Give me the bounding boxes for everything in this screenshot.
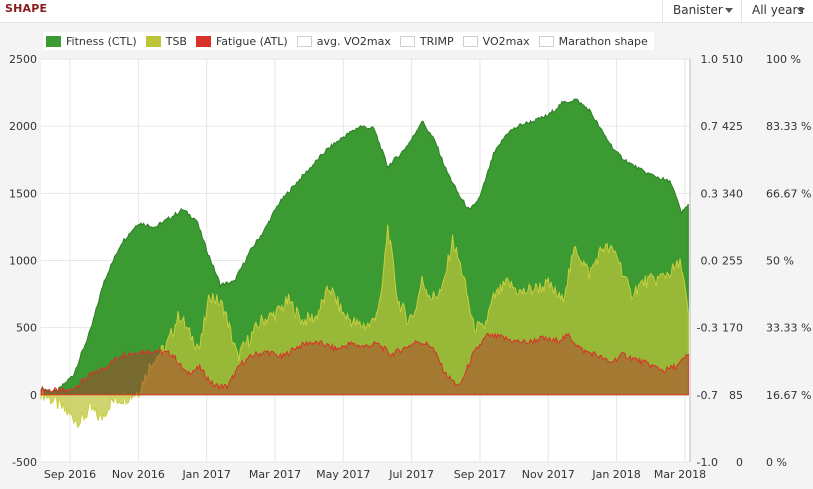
y-right-tick-label: 170 bbox=[722, 322, 743, 335]
y-right-tick-label: 0.0 bbox=[701, 255, 719, 268]
legend-item-fatigue[interactable]: Fatigue (ATL) bbox=[193, 32, 294, 50]
y-right-tick-label: 0 bbox=[736, 456, 743, 469]
y-left-tick-label: 1000 bbox=[9, 255, 37, 268]
x-tick-label: May 2017 bbox=[316, 468, 370, 481]
legend-label-marathon-shape: Marathon shape bbox=[558, 34, 648, 48]
y-right-tick-label: 16.67 % bbox=[766, 389, 811, 402]
y-right-tick-label: 510 bbox=[722, 53, 743, 66]
legend-label-avg-vo2max: avg. VO2max bbox=[316, 34, 391, 48]
legend-item-fitness[interactable]: Fitness (CTL) bbox=[43, 32, 143, 50]
y-left-tick-label: 2500 bbox=[9, 53, 37, 66]
panel-title: SHAPE bbox=[5, 2, 48, 15]
period-dropdown[interactable]: All years bbox=[741, 0, 813, 22]
y-left-tick-label: 1500 bbox=[9, 187, 37, 200]
period-value: All years bbox=[752, 3, 804, 17]
y-right-tick-label: -0.7 bbox=[697, 389, 718, 402]
x-tick-label: Nov 2016 bbox=[112, 468, 165, 481]
y-right-tick-label: 340 bbox=[722, 187, 743, 200]
y-right-tick-label: 1.0 bbox=[701, 53, 719, 66]
legend-swatch-vo2max bbox=[462, 35, 478, 47]
legend-label-fitness: Fitness (CTL) bbox=[66, 34, 137, 48]
y-left-tick-label: -500 bbox=[12, 456, 37, 469]
legend-swatch-tsb bbox=[145, 35, 161, 47]
legend-swatch-avg-vo2max bbox=[296, 35, 312, 47]
y-right-tick-label: 85 bbox=[729, 389, 743, 402]
legend-label-fatigue: Fatigue (ATL) bbox=[215, 34, 288, 48]
legend-item-avg-vo2max[interactable]: avg. VO2max bbox=[294, 32, 397, 50]
y-right-tick-label: 100 % bbox=[766, 53, 801, 66]
legend-label-tsb: TSB bbox=[165, 34, 187, 48]
legend-label-vo2max: VO2max bbox=[482, 34, 530, 48]
y-right-tick-label: 0.3 bbox=[701, 187, 719, 200]
y-right-tick-label: 425 bbox=[722, 120, 743, 133]
x-tick-label: Sep 2017 bbox=[454, 468, 506, 481]
y-right-tick-label: 66.67 % bbox=[766, 187, 811, 200]
legend-swatch-fitness bbox=[46, 35, 61, 47]
y-right-tick-label: -1.0 bbox=[697, 456, 718, 469]
legend-label-trimp: TRIMP bbox=[419, 34, 454, 48]
athlete-model-dropdown[interactable]: Banister bbox=[662, 0, 741, 22]
y-right-tick-label: -0.3 bbox=[697, 322, 718, 335]
legend-item-trimp[interactable]: TRIMP bbox=[397, 32, 460, 50]
y-left-tick-label: 2000 bbox=[9, 120, 37, 133]
athlete-model-value: Banister bbox=[673, 3, 723, 17]
y-left-tick-label: 0 bbox=[30, 389, 37, 402]
x-tick-label: Nov 2017 bbox=[522, 468, 575, 481]
x-tick-label: Mar 2018 bbox=[654, 468, 706, 481]
legend-item-marathon-shape[interactable]: Marathon shape bbox=[536, 32, 654, 50]
y-left-tick-label: 500 bbox=[16, 322, 37, 335]
y-right-tick-label: 0 % bbox=[766, 456, 787, 469]
legend-item-vo2max[interactable]: VO2max bbox=[460, 32, 536, 50]
legend-swatch-marathon-shape bbox=[538, 35, 554, 47]
x-tick-label: Jul 2017 bbox=[388, 468, 434, 481]
legend-swatch-fatigue bbox=[195, 35, 211, 47]
y-right-tick-label: 33.33 % bbox=[766, 322, 811, 335]
chart-legend: Fitness (CTL) TSB Fatigue (ATL) avg. VO2… bbox=[43, 32, 654, 50]
chevron-down-icon bbox=[797, 8, 805, 13]
y-right-tick-label: 255 bbox=[722, 255, 743, 268]
x-tick-label: Mar 2017 bbox=[249, 468, 301, 481]
fatigue-area bbox=[40, 332, 689, 396]
legend-swatch-trimp bbox=[399, 35, 415, 47]
chevron-down-icon bbox=[725, 8, 733, 13]
x-tick-label: Jan 2017 bbox=[181, 468, 230, 481]
y-right-tick-label: 83.33 % bbox=[766, 120, 811, 133]
legend-item-tsb[interactable]: TSB bbox=[143, 32, 193, 50]
panel-header: SHAPE Banister All years bbox=[0, 0, 813, 23]
x-tick-label: Jan 2018 bbox=[591, 468, 640, 481]
y-right-tick-label: 0.7 bbox=[701, 120, 719, 133]
y-right-tick-label: 50 % bbox=[766, 255, 794, 268]
x-tick-label: Sep 2016 bbox=[44, 468, 96, 481]
